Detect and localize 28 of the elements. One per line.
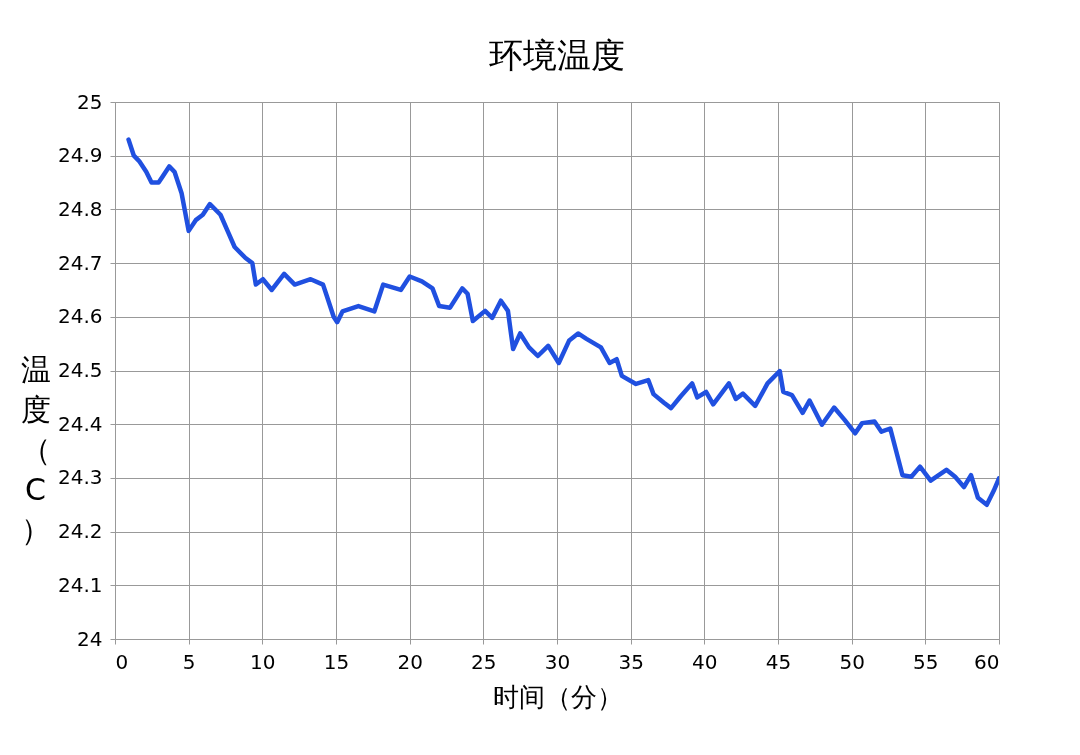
y-tick-label: 24.7 [57,250,103,275]
x-tick-label: 55 [913,649,939,674]
y-tick-label: 24.8 [57,196,103,221]
y-tick-label: 24.1 [57,572,103,597]
x-tick-label: 35 [618,649,644,674]
x-tick-label: 20 [397,649,423,674]
y-tick-label: 24.3 [57,465,103,490]
y-tick-label: 25 [77,89,103,114]
x-tick-label: 5 [182,649,196,674]
x-tick-label: 10 [250,649,276,674]
x-tick-label: 60 [974,649,1000,674]
x-tick-label: 50 [839,649,865,674]
x-tick-label: 30 [544,649,571,674]
x-tick-label: 15 [323,649,350,674]
x-tick-label: 45 [765,649,792,674]
x-tick-label: 25 [471,649,497,674]
y-tick-label: 24.2 [57,519,103,544]
line-series [126,137,999,507]
y-axis-title: 温度（C） [20,352,51,547]
x-tick-label: 0 [115,649,129,674]
y-tick-label: 24 [77,626,103,651]
y-tick-label: 24.9 [57,143,103,168]
x-tick-label: 40 [692,649,718,674]
y-tick-label: 24.6 [57,304,103,329]
y-tick-label: 24.5 [57,358,103,382]
chart-title: 环境温度 [489,35,625,75]
y-tick-label: 24.4 [57,411,103,436]
x-axis-title: 时间（分） [492,681,623,712]
